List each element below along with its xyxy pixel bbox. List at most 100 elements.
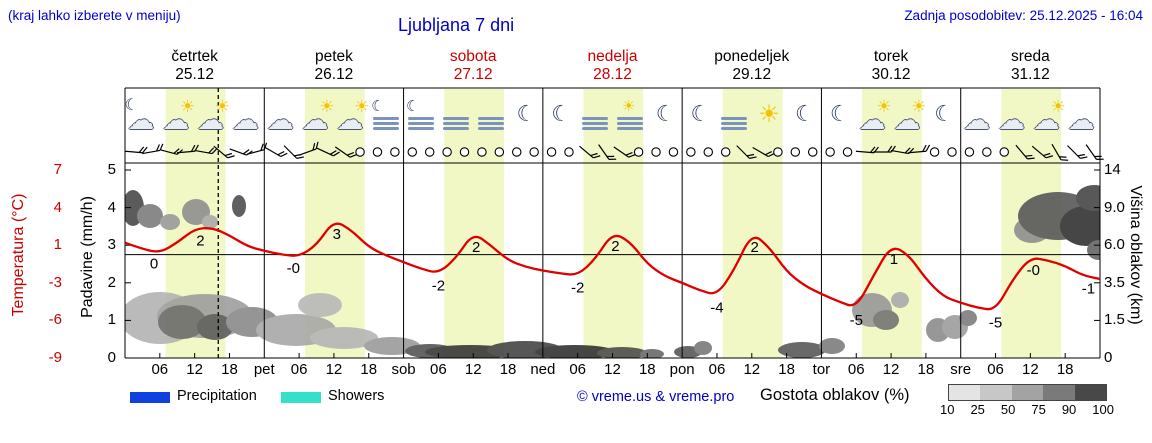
- wind-barb-icon: [1085, 144, 1104, 160]
- barb-feather: [227, 155, 235, 159]
- density-tick-label: 100: [1092, 402, 1114, 417]
- barb-feather: [1043, 152, 1051, 157]
- copyright-link[interactable]: © vreme.us & vreme.pro: [577, 389, 735, 405]
- cloud-blob: [959, 310, 977, 326]
- cloud-height-tick-label: 14: [1104, 161, 1121, 178]
- wind-barb-icon: [1031, 145, 1054, 159]
- wind-calm-icon: [807, 147, 818, 157]
- temperature-value-label: -0: [287, 260, 300, 277]
- density-cell: [949, 385, 981, 400]
- barb-feather: [242, 149, 250, 155]
- wind-calm-icon: [999, 147, 1009, 157]
- wind-calm-icon: [477, 147, 487, 157]
- temperature-line: [124, 222, 1101, 311]
- day-date: 30.12: [871, 66, 911, 83]
- wind-barb-icon: [246, 142, 268, 155]
- barb-feather: [190, 144, 196, 152]
- wind-barb-icon: [124, 146, 148, 154]
- cloud-height-tick-label: 9.0: [1104, 198, 1125, 216]
- x-axis-label: 06: [290, 361, 308, 378]
- temperature-value-label: -2: [432, 277, 445, 294]
- x-axis-label: 06: [569, 361, 587, 378]
- density-tick-label: 90: [1061, 402, 1077, 417]
- wind-barb-icon: [579, 145, 601, 159]
- wind-calm-icon: [964, 147, 975, 157]
- barb-feather: [346, 151, 355, 156]
- density-cell: [980, 385, 1012, 400]
- temperature-value-label: 0: [150, 255, 158, 272]
- wind-calm-icon: [564, 147, 574, 157]
- temperature-tick-label: -9: [48, 349, 62, 366]
- precipitation-tick-label: 4: [107, 198, 116, 216]
- barb-feather: [138, 146, 145, 153]
- cloud-blob: [597, 347, 647, 358]
- temperature-value-label: 2: [751, 239, 759, 256]
- barb-feather: [315, 141, 319, 150]
- barb-feather: [224, 152, 233, 157]
- wind-calm-icon: [720, 147, 731, 157]
- day-header-torek: torek 30.12: [821, 48, 961, 84]
- barb-feather: [608, 158, 617, 160]
- temperature-value-label: 2: [472, 239, 480, 256]
- page-title: Ljubljana 7 dni: [398, 15, 515, 35]
- location-hint: (kraj lahko izberete v meniju): [8, 8, 181, 23]
- day-header-petek: petek 26.12: [264, 48, 404, 84]
- cloud-height-tick-label: 0: [1104, 349, 1113, 366]
- barb-feather: [277, 151, 285, 156]
- density-tick-label: 25: [970, 402, 985, 417]
- wind-barb-icon: [316, 147, 340, 157]
- cloud-blob: [778, 342, 826, 358]
- wind-barb-icon: [736, 145, 757, 159]
- barb-shaft: [283, 145, 298, 159]
- temperature-value-label: -4: [710, 299, 723, 316]
- barb-shaft: [264, 146, 282, 158]
- wind-calm-icon: [529, 147, 539, 157]
- day-date: 29.12: [732, 66, 772, 83]
- day-name: petek: [314, 48, 353, 65]
- barb-feather: [749, 156, 757, 159]
- wind-calm-icon: [390, 147, 400, 157]
- wind-calm-icon: [825, 147, 835, 157]
- barb-feather: [1045, 155, 1054, 159]
- wind-barb-icon: [908, 144, 931, 154]
- x-axis-label: 12: [882, 361, 900, 378]
- day-name: sreda: [1010, 48, 1050, 65]
- barb-feather: [1077, 153, 1085, 157]
- wind-calm-icon: [355, 147, 365, 157]
- barb-feather: [1025, 154, 1033, 157]
- barb-feather: [746, 153, 755, 157]
- x-axis-label: 18: [917, 361, 935, 378]
- temperature-tick-label: 4: [53, 198, 62, 216]
- wind-barb-icon: [1067, 145, 1088, 159]
- cloud-blob: [182, 199, 210, 225]
- density-cell: [1043, 385, 1075, 400]
- wind-calm-icon: [633, 147, 644, 157]
- wind-calm-icon: [459, 147, 470, 157]
- day-name: sobota: [449, 48, 497, 65]
- daylight-band: [444, 89, 504, 358]
- wind-calm-icon: [494, 147, 505, 157]
- daylight-band: [722, 89, 783, 358]
- temperature-value-label: -0: [1027, 262, 1040, 279]
- wind-barb-icon: [613, 146, 636, 158]
- temperature-tick-label: 1: [53, 236, 62, 254]
- x-axis-label: 06: [987, 361, 1004, 378]
- x-axis-label: 06: [847, 361, 865, 378]
- barb-feather: [764, 151, 772, 156]
- barb-feather: [349, 153, 357, 158]
- temperature-value-label: 2: [196, 232, 204, 249]
- density-tick-label: 10: [940, 402, 955, 417]
- temperature-value-label: -2: [571, 279, 584, 296]
- x-axis-label: 18: [499, 361, 517, 378]
- cloud-blob: [694, 341, 712, 355]
- x-axis-label: 18: [360, 361, 378, 378]
- cloud-blob: [298, 293, 342, 317]
- cloud-shading-layer: [125, 185, 1100, 358]
- wind-barb-icon: [283, 145, 304, 159]
- cloud-blob: [1076, 185, 1100, 211]
- cloud-blob: [137, 204, 163, 228]
- barb-feather: [628, 153, 636, 158]
- cloud-height-tick-label: 3.5: [1104, 273, 1125, 291]
- daylight-band: [583, 89, 644, 358]
- x-axis-label: sre: [950, 361, 972, 378]
